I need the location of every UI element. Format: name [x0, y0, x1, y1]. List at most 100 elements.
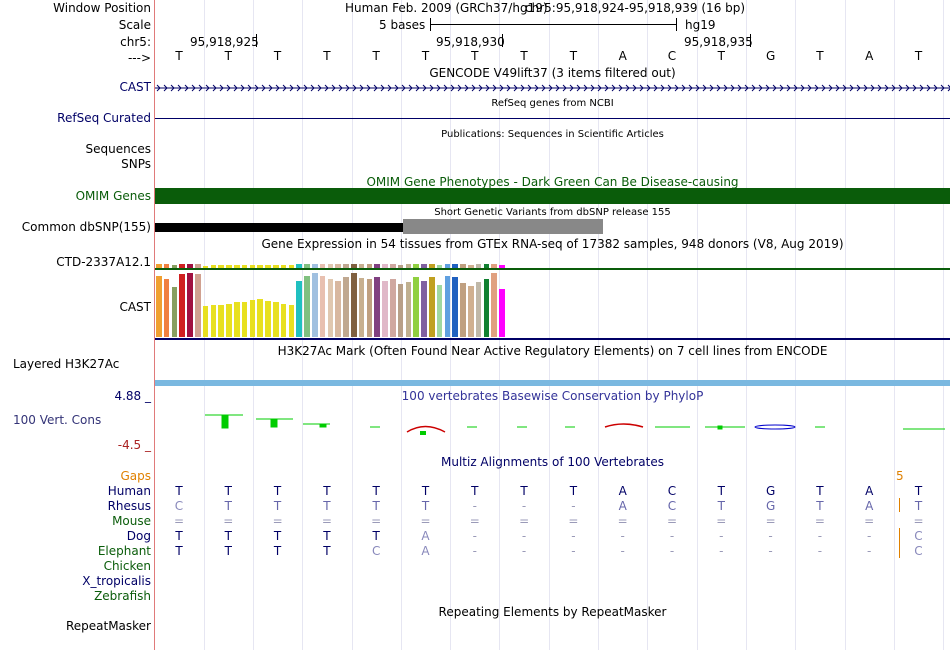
gtex-mini-bar [499, 265, 505, 268]
gtex-tissue-bar[interactable] [413, 276, 419, 337]
snps-track-label[interactable]: SNPs [121, 157, 151, 171]
omim-gene-bar[interactable] [155, 188, 950, 204]
gtex-tissue-bar[interactable] [460, 282, 466, 337]
h3k27ac-signal[interactable] [155, 380, 950, 386]
gtex-tissue-bar[interactable] [202, 306, 209, 337]
alignment-base: - [472, 529, 477, 543]
gtex-tissue-bar[interactable] [390, 279, 396, 337]
gtex-tissue-bar[interactable] [210, 305, 217, 337]
gtex-tissue-bar[interactable] [241, 301, 248, 337]
strand-chevron [947, 84, 950, 92]
alignment-base: - [571, 529, 576, 543]
h3k27ac-track-label[interactable]: Layered H3K27Ac [13, 357, 120, 371]
gtex-tissue-bar[interactable] [366, 279, 373, 337]
gtex-tissue-bar[interactable] [429, 276, 435, 337]
dbsnp-variant-highlight[interactable] [403, 219, 603, 234]
strand-chevron [471, 84, 476, 92]
gtex-tissue-bar[interactable] [179, 274, 185, 337]
gtex-mini-bar [257, 265, 263, 268]
gtex-tissue-bar[interactable] [195, 274, 201, 337]
sequence-base: C [667, 49, 677, 63]
gtex-tissue-bar[interactable] [475, 281, 482, 337]
phylop-graph[interactable] [155, 405, 950, 440]
gtex-tissue-bar[interactable] [218, 305, 224, 337]
gtex-tissue-bar[interactable] [319, 276, 326, 337]
gtex-tissue-bar[interactable] [343, 277, 349, 337]
strand-chevron [317, 84, 322, 92]
dbsnp-variant-bar[interactable] [155, 223, 603, 232]
gtex-tissue-bar[interactable] [468, 285, 474, 337]
gencode-cast-gene[interactable] [155, 82, 950, 94]
gtex-tissue-bar[interactable] [304, 275, 310, 337]
gtex-title: Gene Expression in 54 tissues from GTEx … [261, 237, 844, 251]
omim-track-label[interactable]: OMIM Genes [75, 189, 151, 203]
gtex-tissue-bar[interactable] [335, 280, 341, 337]
gtex-mini-bar [483, 264, 490, 268]
gtex-gene-label[interactable]: CTD-2337A12.1 [56, 255, 151, 269]
gtex-tissue-bar[interactable] [421, 280, 427, 337]
publications-track-label[interactable]: Sequences [85, 142, 151, 156]
gtex-tissue-bar[interactable] [257, 298, 263, 337]
gtex-tissue-bar[interactable] [312, 273, 318, 337]
alignment-base: = [371, 514, 382, 528]
gtex-tissue-bar[interactable] [280, 303, 287, 337]
strand-chevron [359, 84, 364, 92]
strand-chevron [653, 84, 658, 92]
gtex-mini-bar [452, 264, 458, 268]
track-image[interactable]: Human Feb. 2009 (GRCh37/hg19) chr5:95,91… [155, 0, 950, 650]
gtex-tissue-bar[interactable] [491, 273, 497, 337]
gtex-tissue-bar[interactable] [273, 302, 279, 337]
gtex-tissue-bar[interactable] [452, 276, 458, 337]
gtex-tissue-bar[interactable] [226, 303, 232, 337]
gtex-tissue-bar[interactable] [187, 273, 193, 337]
alignment-base: T [569, 484, 578, 498]
gtex-tissue-bar[interactable] [444, 276, 451, 337]
gencode-track-label[interactable]: CAST [119, 80, 151, 94]
refseq-track-label[interactable]: RefSeq Curated [57, 111, 151, 125]
repeatmasker-track-label[interactable]: RepeatMasker [65, 619, 151, 633]
gtex-tissue-bar[interactable] [156, 276, 162, 337]
strand-chevron [415, 84, 420, 92]
gtex-mini-bar [366, 264, 373, 268]
gtex-tissue-bar[interactable] [171, 287, 178, 337]
alignment-base: T [816, 484, 824, 498]
strand-chevron [310, 84, 315, 92]
gtex-tissue-bar[interactable] [405, 281, 412, 337]
alignment-base: T [914, 484, 923, 498]
gtex-mini-bar [304, 264, 310, 268]
gtex-tissue-bar[interactable] [374, 277, 380, 337]
gtex-mini-bar [475, 264, 482, 268]
gtex-tissue-bar[interactable] [358, 278, 365, 337]
gtex-tissue-bar[interactable] [265, 301, 271, 337]
chrom-label: chr5: [120, 35, 151, 49]
gtex-tissue-bar[interactable] [234, 302, 240, 337]
gtex-tissue-bar[interactable] [249, 299, 256, 337]
gtex-tissue-bar[interactable] [397, 283, 404, 337]
phylop-track-label[interactable]: 100 Vert. Cons [13, 413, 102, 427]
base-grid-line [746, 0, 747, 650]
gtex-tissue-bar[interactable] [382, 280, 388, 337]
gtex-tissue-bar[interactable] [327, 279, 334, 337]
strand-chevron [205, 84, 210, 92]
alignment-base: = [173, 514, 185, 528]
strand-chevron [758, 84, 763, 92]
dbsnp-title: Short Genetic Variants from dbSNP releas… [434, 207, 671, 218]
gtex-cast-label[interactable]: CAST [119, 300, 151, 314]
strand-chevron [212, 84, 217, 92]
refseq-cast-gene[interactable] [155, 118, 950, 119]
strand-chevron [331, 84, 336, 92]
multiz-title: Multiz Alignments of 100 Vertebrates [440, 455, 665, 469]
strand-chevron [261, 84, 266, 92]
dbsnp-track-label[interactable]: Common dbSNP(155) [21, 220, 151, 234]
gtex-tissue-bar[interactable] [296, 280, 302, 337]
gtex-tissue-bar[interactable] [351, 273, 357, 337]
phylop-max-label: 4.88 _ [114, 389, 151, 403]
gtex-tissue-bar[interactable] [436, 284, 443, 337]
gap-marker-2 [899, 528, 900, 558]
gtex-tissue-bar[interactable] [483, 279, 490, 337]
gtex-tissue-bar[interactable] [288, 305, 295, 337]
alignment-base: T [323, 529, 331, 543]
alignment-base: - [472, 544, 477, 558]
gtex-tissue-bar[interactable] [163, 279, 170, 337]
gtex-tissue-bar[interactable] [499, 289, 505, 337]
